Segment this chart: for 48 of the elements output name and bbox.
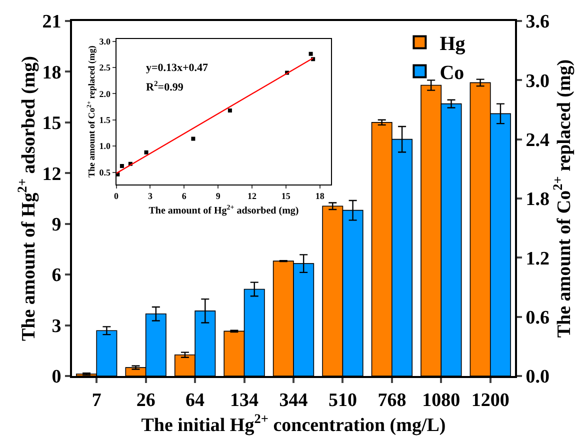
y-tick-label: 9 [52, 214, 62, 236]
y-tick-label: 0.5 [99, 167, 111, 178]
x-tick-label: 64 [186, 390, 206, 411]
y2-tick-label: 3.0 [526, 70, 550, 92]
y2-tick-label: 1.2 [526, 248, 550, 270]
legend-label: Hg [440, 33, 466, 56]
y2-tick-label: 2.4 [526, 130, 550, 151]
x-tick-label: 1080 [422, 390, 460, 411]
y-tick-label: 1.5 [99, 115, 111, 126]
x-tick-label: 26 [136, 390, 156, 411]
y2-tick-label: 0.6 [526, 307, 550, 328]
x-axis-title: The amount of Hg$^{2+}$ adsorbed (mg) [148, 203, 299, 217]
y-tick-label: 15 [42, 113, 62, 134]
y-tick-label: 18 [42, 62, 62, 84]
y-tick-label: 3.0 [99, 36, 111, 47]
x-tick-label: 12 [248, 191, 257, 202]
x-tick-label: 7 [92, 390, 102, 411]
x-tick-label: 0 [114, 191, 120, 202]
y2-tick-label: 1.8 [526, 189, 550, 210]
y-tick-label: 2.5 [99, 62, 111, 73]
point [191, 136, 196, 141]
y-tick-label: 3 [52, 316, 62, 337]
annotation: R$^{2}$=0.99 [146, 79, 184, 94]
point [308, 52, 313, 56]
x-tick-label: 510 [328, 390, 357, 411]
x-tick-label: 768 [378, 390, 406, 411]
y-tick-label: 1.0 [99, 141, 111, 152]
y-tick-label: 0 [52, 366, 62, 388]
x-tick-label: 18 [315, 191, 325, 202]
x-tick-label: 1200 [471, 390, 510, 411]
x-tick-label: 9 [216, 191, 221, 202]
x-tick-label: 6 [182, 191, 187, 202]
x-tick-label: 344 [279, 390, 308, 411]
x-tick-label: 134 [230, 390, 260, 411]
y2-tick-label: 0.0 [526, 366, 550, 388]
annotation: y=0.13x+0.47 [146, 62, 209, 74]
point [144, 150, 148, 154]
y-tick-label: 2.0 [99, 88, 111, 99]
x-tick-label: 3 [148, 191, 153, 202]
point [228, 108, 232, 112]
legend-label: Co [440, 62, 464, 84]
x-tick-label: 15 [281, 191, 291, 202]
y-tick-label: 6 [52, 265, 62, 286]
x-axis-title: The initial Hg$^{2+}$ concentration (mg/L) [141, 410, 446, 436]
y-tick-label: 21 [42, 12, 62, 33]
point [120, 164, 124, 168]
y-tick-label: 12 [42, 164, 62, 185]
y2-tick-label: 3.6 [526, 12, 550, 33]
